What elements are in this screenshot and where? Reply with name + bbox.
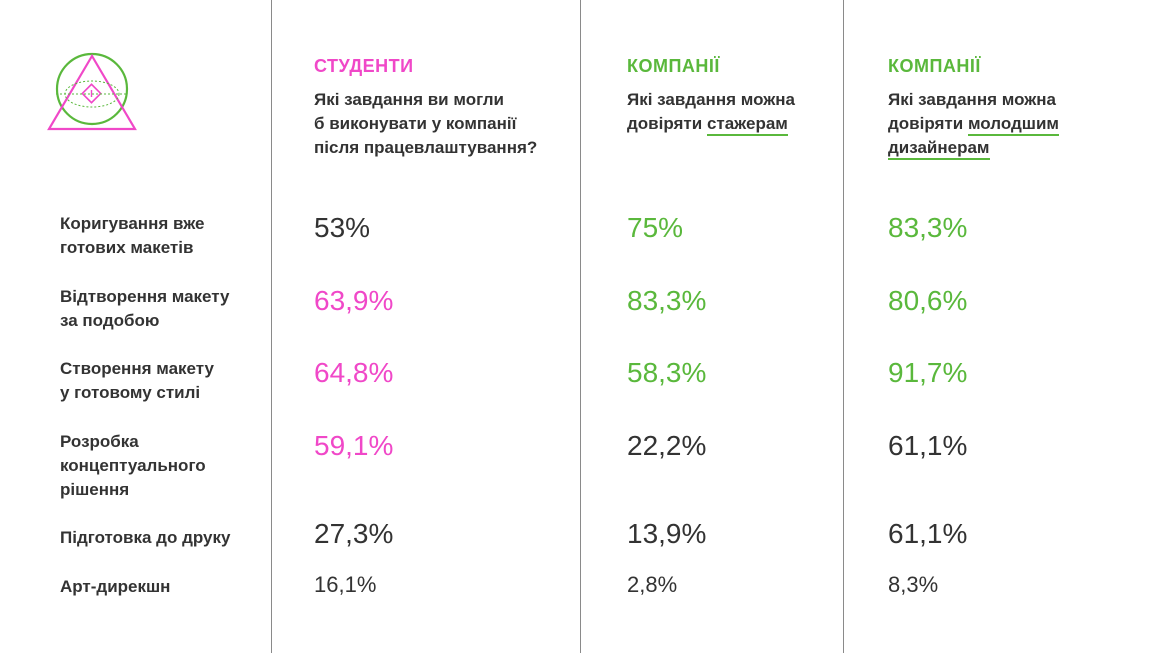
question-line: після працевлаштування? — [314, 138, 538, 157]
question-line: довіряти молодшим — [888, 112, 1059, 136]
companies-juniors-column-header: КОМПАНІЇ Які завдання можна довіряти мол… — [888, 56, 1059, 160]
interns-value: 22,2% — [627, 430, 707, 461]
row-label-line: Відтворення макету — [60, 287, 230, 306]
row-label-line: Арт-дирекшн — [60, 577, 171, 596]
highlighted-word: молодшим — [967, 114, 1059, 136]
row-label-line: концептуального — [60, 456, 206, 475]
juniors-value: 83,3% — [888, 212, 968, 243]
column-divider — [580, 0, 581, 653]
column-question: Які завдання ви могли б виконувати у ком… — [314, 88, 537, 160]
column-question: Які завдання можна довіряти стажерам — [627, 88, 795, 136]
question-line: Які завдання можна — [627, 90, 796, 109]
column-title: КОМПАНІЇ — [627, 56, 720, 76]
question-line: Які завдання можна — [888, 90, 1057, 109]
juniors-value: 61,1% — [888, 518, 968, 549]
row-label-line: готових макетів — [60, 238, 194, 257]
juniors-value: 8,3% — [888, 572, 939, 597]
triangle-circle-eye-logo — [47, 52, 137, 131]
row-label-line: за подобою — [60, 311, 160, 330]
students-value: 53% — [314, 212, 371, 243]
students-value: 16,1% — [314, 572, 377, 597]
interns-value: 13,9% — [627, 518, 707, 549]
question-line: б виконувати у компанії — [314, 114, 517, 133]
students-value: 59,1% — [314, 430, 394, 461]
interns-value: 2,8% — [627, 572, 678, 597]
row-label-line: рішення — [60, 480, 130, 499]
students-value: 27,3% — [314, 518, 394, 549]
column-title: КОМПАНІЇ — [888, 56, 981, 76]
row-label-line: у готовому стилі — [60, 383, 201, 402]
row-label-line: Розробка — [60, 432, 139, 451]
row-label: Підготовка до друку — [60, 526, 230, 550]
row-label: Коригування вже готових макетів — [60, 212, 205, 260]
companies-interns-column-header: КОМПАНІЇ Які завдання можна довіряти ста… — [627, 56, 795, 136]
highlighted-word: стажерам — [706, 114, 788, 136]
question-text: довіряти — [888, 114, 968, 133]
question-line: Які завдання ви могли — [314, 90, 504, 109]
juniors-value: 91,7% — [888, 357, 968, 388]
question-text: довіряти — [627, 114, 707, 133]
row-label-line: Підготовка до друку — [60, 528, 231, 547]
question-line: довіряти стажерам — [627, 112, 795, 136]
interns-value: 58,3% — [627, 357, 707, 388]
students-value: 64,8% — [314, 357, 394, 388]
interns-value: 75% — [627, 212, 684, 243]
row-label: Розробка концептуального рішення — [60, 430, 206, 502]
column-question: Які завдання можна довіряти молодшим диз… — [888, 88, 1059, 160]
students-value: 63,9% — [314, 285, 394, 316]
interns-value: 83,3% — [627, 285, 707, 316]
row-label-line: Коригування вже — [60, 214, 205, 233]
column-title: СТУДЕНТИ — [314, 56, 414, 76]
column-divider — [843, 0, 844, 653]
highlighted-word: дизайнерам — [888, 138, 990, 160]
row-label: Відтворення макету за подобою — [60, 285, 230, 333]
students-column-header: СТУДЕНТИ Які завдання ви могли б виконув… — [314, 56, 537, 160]
row-label: Арт-дирекшн — [60, 575, 170, 599]
juniors-value: 61,1% — [888, 430, 968, 461]
juniors-value: 80,6% — [888, 285, 968, 316]
question-line: дизайнерам — [888, 136, 1059, 160]
column-divider — [271, 0, 272, 653]
row-label: Створення макету у готовому стилі — [60, 357, 214, 405]
row-label-line: Створення макету — [60, 359, 214, 378]
